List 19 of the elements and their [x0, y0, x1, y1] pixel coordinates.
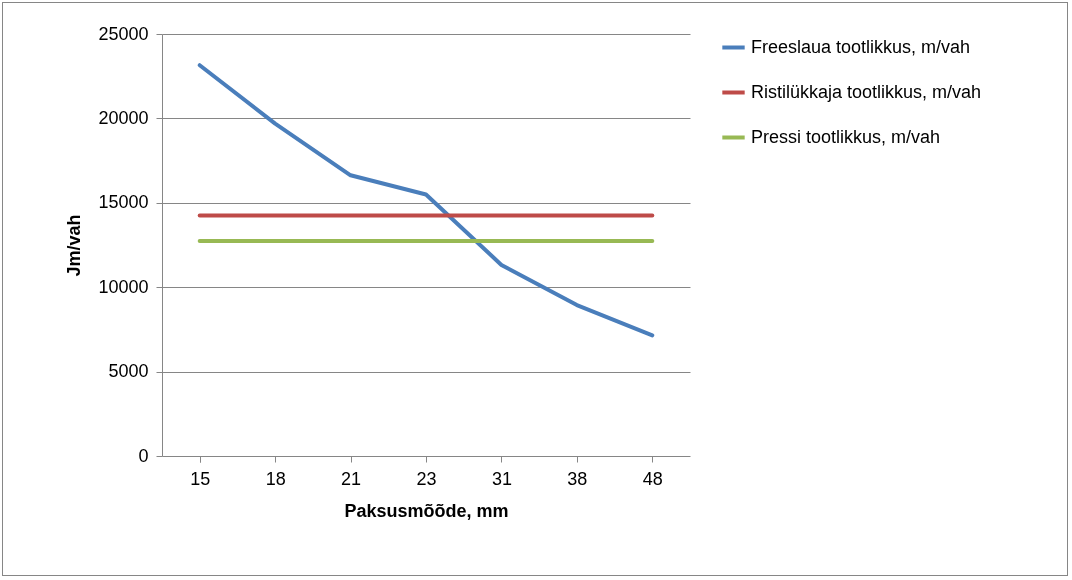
y-tick-label: 10000 — [98, 276, 149, 297]
y-axis-title: Jm/vah — [64, 214, 85, 277]
x-tick-label: 18 — [265, 468, 286, 489]
y-tick-label: 5000 — [108, 361, 149, 382]
x-tick-label: 15 — [190, 468, 211, 489]
y-tick-label: 20000 — [98, 107, 149, 128]
legend-label: Pressi tootlikkus, m/vah — [751, 126, 941, 147]
y-tick-label: 0 — [138, 445, 149, 466]
legend-label: Ristilükkaja tootlikkus, m/vah — [751, 81, 982, 102]
line-series — [197, 63, 655, 338]
y-tick-label: 15000 — [98, 192, 149, 213]
x-tick-label: 48 — [642, 468, 663, 489]
x-axis-title: Paksusmõõde, mm — [344, 500, 509, 521]
x-tick-label: 23 — [416, 468, 437, 489]
x-tick-label: 38 — [567, 468, 588, 489]
x-tick-label: 21 — [341, 468, 362, 489]
y-tick-label: 25000 — [98, 23, 149, 44]
x-tick-label: 31 — [491, 468, 512, 489]
legend-label: Freeslaua tootlikkus, m/vah — [751, 36, 971, 57]
